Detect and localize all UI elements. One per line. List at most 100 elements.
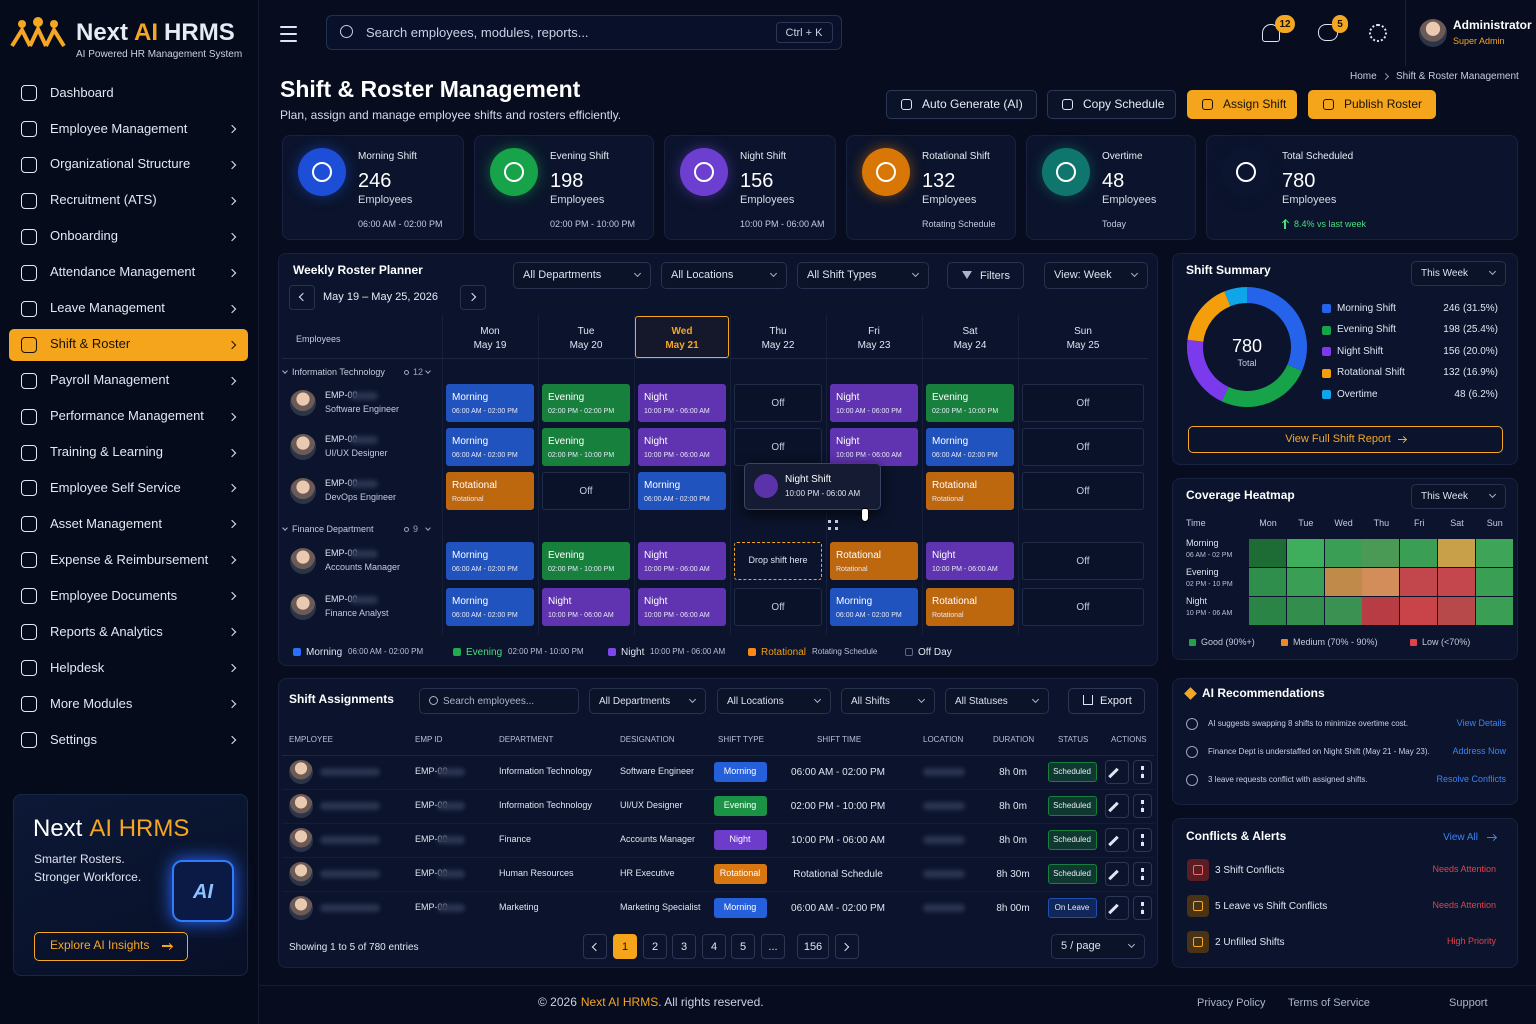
filters-button[interactable] xyxy=(947,262,1024,289)
sidebar-item[interactable]: Employee Management xyxy=(50,120,188,136)
sidebar-item[interactable]: Onboarding xyxy=(50,228,118,244)
shift-cell[interactable] xyxy=(638,542,726,580)
shift-cell-off[interactable] xyxy=(1022,588,1144,626)
drop-zone[interactable] xyxy=(734,542,822,580)
shift-cell[interactable] xyxy=(926,384,1014,422)
sidebar-item[interactable]: Leave Management xyxy=(50,300,165,316)
date-prev[interactable] xyxy=(289,285,315,310)
shift-cell-off[interactable] xyxy=(734,384,822,422)
more-button[interactable] xyxy=(1133,862,1152,886)
sidebar-item[interactable]: Dashboard xyxy=(50,84,114,100)
sidebar-item[interactable]: Recruitment (ATS) xyxy=(50,192,157,208)
footer-link[interactable]: Terms of Service xyxy=(1288,996,1370,1009)
page-button[interactable] xyxy=(761,934,785,959)
sidebar-item[interactable]: Employee Documents xyxy=(50,587,178,603)
sidebar-item[interactable]: Asset Management xyxy=(50,515,163,531)
shift-cell[interactable] xyxy=(926,428,1014,466)
shift-cell[interactable] xyxy=(446,542,534,580)
sidebar-item[interactable]: Shift & Roster xyxy=(50,336,131,352)
shift-cell[interactable] xyxy=(446,384,534,422)
shift-cell[interactable] xyxy=(638,428,726,466)
shift-cell-off[interactable] xyxy=(1022,542,1144,580)
footer-link[interactable]: Support xyxy=(1449,996,1488,1009)
sidebar-item[interactable]: Performance Management xyxy=(50,408,204,424)
shift-cell[interactable] xyxy=(926,588,1014,626)
view-select[interactable] xyxy=(1044,262,1148,289)
sidebar-item[interactable]: Organizational Structure xyxy=(50,156,191,172)
assignments-filter[interactable] xyxy=(945,688,1049,714)
hamburger-line[interactable] xyxy=(280,40,297,42)
shift-cell[interactable] xyxy=(638,588,726,626)
sidebar-item[interactable]: Helpdesk xyxy=(50,659,105,675)
assignments-filter[interactable] xyxy=(841,688,935,714)
action-button[interactable] xyxy=(1047,90,1176,119)
more-button[interactable] xyxy=(1133,760,1152,784)
report-button[interactable] xyxy=(1188,426,1503,453)
promo-button[interactable] xyxy=(34,932,188,961)
view-all[interactable]: View All xyxy=(1443,831,1478,843)
sidebar-item[interactable]: Employee Self Service xyxy=(50,480,181,495)
sidebar-item[interactable]: Expense & Reimbursement xyxy=(50,551,209,567)
breadcrumb[interactable]: Home xyxy=(1350,70,1377,82)
shift-cell[interactable] xyxy=(830,542,918,580)
shift-cell[interactable] xyxy=(830,588,918,626)
page-size[interactable] xyxy=(1051,934,1145,959)
edit-button[interactable] xyxy=(1105,760,1129,784)
settings-icon[interactable] xyxy=(1369,24,1387,42)
roster-filter[interactable] xyxy=(661,262,787,289)
sidebar-item[interactable]: Training & Learning xyxy=(50,444,163,460)
shift-cell[interactable] xyxy=(542,588,630,626)
page-button[interactable] xyxy=(672,934,696,959)
shift-cell-off[interactable] xyxy=(1022,384,1144,422)
shift-cell[interactable] xyxy=(638,472,726,510)
action-button[interactable] xyxy=(1308,90,1436,119)
assignments-search[interactable] xyxy=(419,688,579,714)
more-button[interactable] xyxy=(1133,828,1152,852)
shift-cell[interactable] xyxy=(926,542,1014,580)
edit-button[interactable] xyxy=(1105,896,1129,920)
shift-cell[interactable] xyxy=(446,428,534,466)
more-button[interactable] xyxy=(1133,896,1152,920)
ai-item-link[interactable]: Resolve Conflicts xyxy=(1436,774,1506,785)
shift-cell-off[interactable] xyxy=(542,472,630,510)
shift-cell[interactable] xyxy=(542,384,630,422)
action-button[interactable] xyxy=(1187,90,1297,119)
heatmap-period[interactable] xyxy=(1411,484,1506,509)
notification-icon[interactable] xyxy=(1262,24,1280,42)
hamburger-line[interactable] xyxy=(280,33,297,35)
assignments-filter[interactable] xyxy=(717,688,831,714)
sidebar-item[interactable]: More Modules xyxy=(50,695,133,711)
shift-cell[interactable] xyxy=(542,428,630,466)
shift-cell[interactable] xyxy=(446,472,534,510)
shift-cell[interactable] xyxy=(830,384,918,422)
page-button[interactable] xyxy=(613,934,637,959)
hamburger-line[interactable] xyxy=(280,26,297,28)
shift-cell[interactable] xyxy=(638,384,726,422)
page-button[interactable] xyxy=(731,934,755,959)
summary-period[interactable] xyxy=(1411,261,1506,286)
page-button[interactable] xyxy=(702,934,726,959)
shift-cell-off[interactable] xyxy=(1022,472,1144,510)
edit-button[interactable] xyxy=(1105,794,1129,818)
page-prev[interactable] xyxy=(583,934,607,959)
page-button[interactable] xyxy=(797,934,829,959)
assignments-filter[interactable] xyxy=(589,688,706,714)
edit-button[interactable] xyxy=(1105,862,1129,886)
ai-item-link[interactable]: View Details xyxy=(1456,718,1506,729)
sidebar-item[interactable]: Attendance Management xyxy=(50,264,196,280)
roster-filter[interactable] xyxy=(797,262,929,289)
shift-cell-off[interactable] xyxy=(1022,428,1144,466)
sidebar-item[interactable]: Payroll Management xyxy=(50,372,170,388)
sidebar-item[interactable]: Reports & Analytics xyxy=(50,623,163,639)
shift-cell[interactable] xyxy=(542,542,630,580)
search-box[interactable] xyxy=(326,15,842,50)
shift-cell-off[interactable] xyxy=(734,588,822,626)
more-button[interactable] xyxy=(1133,794,1152,818)
page-button[interactable] xyxy=(643,934,667,959)
shift-cell[interactable] xyxy=(446,588,534,626)
shift-cell[interactable] xyxy=(926,472,1014,510)
date-next[interactable] xyxy=(460,285,486,310)
edit-button[interactable] xyxy=(1105,828,1129,852)
footer-link[interactable]: Privacy Policy xyxy=(1197,996,1266,1009)
page-next[interactable] xyxy=(835,934,859,959)
